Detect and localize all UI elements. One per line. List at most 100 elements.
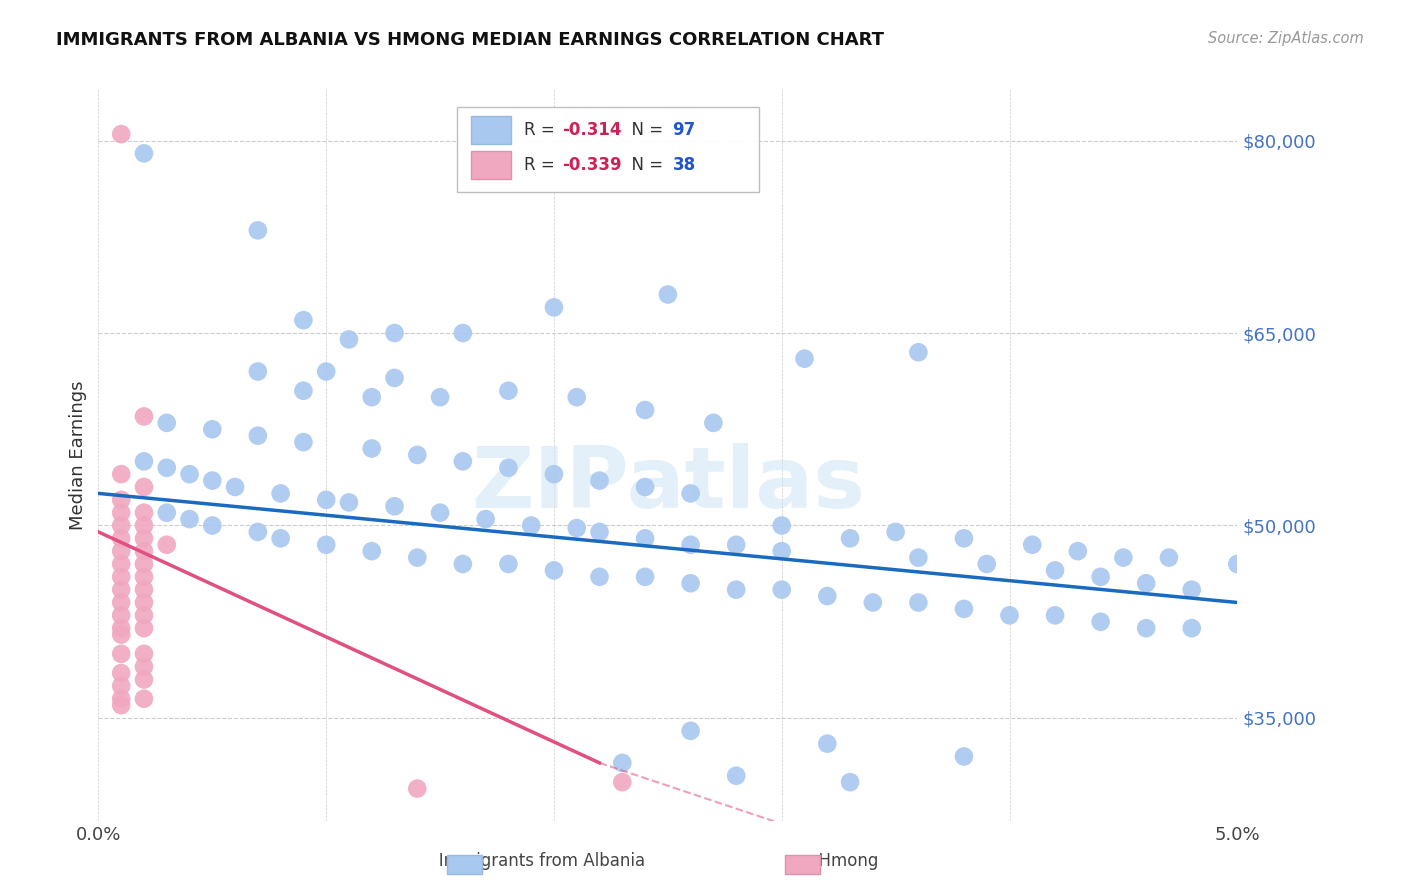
Point bbox=[156, 460, 179, 475]
Point bbox=[702, 416, 724, 430]
Point bbox=[1043, 563, 1066, 577]
Text: IMMIGRANTS FROM ALBANIA VS HMONG MEDIAN EARNINGS CORRELATION CHART: IMMIGRANTS FROM ALBANIA VS HMONG MEDIAN … bbox=[56, 31, 884, 49]
Point bbox=[179, 512, 201, 526]
Point bbox=[907, 345, 929, 359]
Point bbox=[770, 582, 793, 597]
FancyBboxPatch shape bbox=[471, 116, 510, 144]
Point bbox=[406, 550, 429, 565]
Point bbox=[679, 576, 702, 591]
Point bbox=[132, 409, 155, 424]
Point bbox=[110, 557, 132, 571]
Point bbox=[953, 532, 976, 546]
Point bbox=[360, 544, 382, 558]
Point bbox=[1090, 615, 1112, 629]
Point bbox=[132, 532, 155, 546]
Point bbox=[612, 775, 634, 789]
Y-axis label: Median Earnings: Median Earnings bbox=[69, 380, 87, 530]
Point bbox=[110, 621, 132, 635]
Text: 38: 38 bbox=[672, 156, 696, 174]
Text: -0.314: -0.314 bbox=[562, 121, 621, 139]
Point bbox=[132, 691, 155, 706]
Point bbox=[679, 486, 702, 500]
Point bbox=[1021, 538, 1043, 552]
Point bbox=[451, 557, 474, 571]
Point bbox=[543, 467, 565, 482]
Point bbox=[201, 518, 224, 533]
Point bbox=[1157, 550, 1180, 565]
Point bbox=[565, 521, 588, 535]
Point bbox=[451, 326, 474, 340]
Text: -0.339: -0.339 bbox=[562, 156, 621, 174]
Point bbox=[110, 544, 132, 558]
Point bbox=[201, 474, 224, 488]
Point bbox=[246, 364, 269, 378]
Point bbox=[1181, 621, 1204, 635]
Point bbox=[110, 647, 132, 661]
Point bbox=[793, 351, 815, 366]
Point bbox=[429, 506, 451, 520]
Point bbox=[132, 557, 155, 571]
Point bbox=[132, 506, 155, 520]
Point bbox=[110, 518, 132, 533]
Point bbox=[657, 287, 679, 301]
Point bbox=[498, 384, 520, 398]
Point bbox=[337, 495, 360, 509]
Point bbox=[384, 500, 406, 514]
Point bbox=[292, 435, 315, 450]
Point bbox=[110, 666, 132, 681]
Point bbox=[725, 538, 748, 552]
Point bbox=[998, 608, 1021, 623]
Point bbox=[360, 390, 382, 404]
Point bbox=[132, 518, 155, 533]
Point bbox=[337, 333, 360, 347]
Point bbox=[953, 749, 976, 764]
Point bbox=[132, 673, 155, 687]
Point bbox=[884, 524, 907, 539]
Point bbox=[725, 769, 748, 783]
Point bbox=[132, 621, 155, 635]
Point bbox=[132, 595, 155, 609]
Text: ZIPatlas: ZIPatlas bbox=[471, 442, 865, 525]
Point bbox=[520, 518, 543, 533]
Point bbox=[132, 544, 155, 558]
Point bbox=[270, 532, 292, 546]
FancyBboxPatch shape bbox=[457, 108, 759, 192]
Point bbox=[156, 506, 179, 520]
Point bbox=[588, 570, 610, 584]
Point bbox=[110, 570, 132, 584]
Point bbox=[634, 570, 657, 584]
Point bbox=[315, 538, 337, 552]
Point bbox=[679, 723, 702, 738]
Point bbox=[451, 454, 474, 468]
Point bbox=[907, 550, 929, 565]
Point bbox=[110, 698, 132, 713]
Point bbox=[201, 422, 224, 436]
Point bbox=[292, 313, 315, 327]
Point bbox=[565, 390, 588, 404]
Point bbox=[110, 506, 132, 520]
Point bbox=[110, 532, 132, 546]
Text: Hmong: Hmong bbox=[808, 852, 879, 870]
Point bbox=[862, 595, 884, 609]
Point bbox=[246, 428, 269, 442]
Point bbox=[156, 538, 179, 552]
Text: 97: 97 bbox=[672, 121, 696, 139]
Text: Source: ZipAtlas.com: Source: ZipAtlas.com bbox=[1208, 31, 1364, 46]
Point bbox=[315, 492, 337, 507]
Point bbox=[1112, 550, 1135, 565]
Point bbox=[1043, 608, 1066, 623]
Point bbox=[588, 474, 610, 488]
Point bbox=[156, 416, 179, 430]
Point bbox=[839, 775, 862, 789]
Point bbox=[1090, 570, 1112, 584]
Point bbox=[1067, 544, 1090, 558]
Point bbox=[315, 364, 337, 378]
Point bbox=[110, 127, 132, 141]
Point bbox=[953, 602, 976, 616]
Point bbox=[679, 538, 702, 552]
Text: N =: N = bbox=[621, 121, 668, 139]
Point bbox=[179, 467, 201, 482]
FancyBboxPatch shape bbox=[471, 151, 510, 179]
Point bbox=[815, 737, 838, 751]
Point bbox=[132, 570, 155, 584]
